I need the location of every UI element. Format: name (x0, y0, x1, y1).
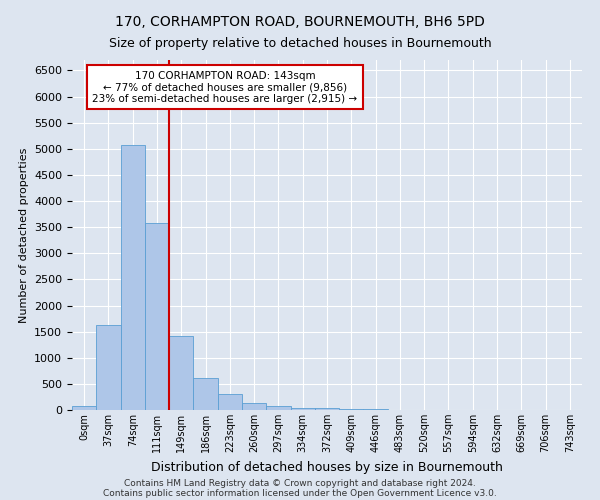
Bar (72, 406, 96, 410)
Bar (145, 223, 169, 410)
Bar (339, 409, 364, 410)
Bar (315, 408, 339, 410)
Bar (266, 406, 290, 410)
Bar (169, 336, 193, 410)
Y-axis label: Number of detached properties: Number of detached properties (19, 148, 29, 322)
Text: 170 CORHAMPTON ROAD: 143sqm
← 77% of detached houses are smaller (9,856)
23% of : 170 CORHAMPTON ROAD: 143sqm ← 77% of det… (92, 70, 358, 104)
Text: Contains HM Land Registry data © Crown copyright and database right 2024.: Contains HM Land Registry data © Crown c… (124, 478, 476, 488)
Text: Contains public sector information licensed under the Open Government Licence v3: Contains public sector information licen… (103, 488, 497, 498)
Bar (242, 403, 266, 410)
Text: Size of property relative to detached houses in Bournemouth: Size of property relative to detached ho… (109, 38, 491, 51)
Bar (218, 394, 242, 410)
X-axis label: Distribution of detached houses by size in Bournemouth: Distribution of detached houses by size … (151, 460, 503, 473)
Bar (193, 378, 218, 410)
Bar (96, 326, 121, 410)
Bar (290, 408, 315, 410)
Bar (121, 144, 145, 410)
Text: 170, CORHAMPTON ROAD, BOURNEMOUTH, BH6 5PD: 170, CORHAMPTON ROAD, BOURNEMOUTH, BH6 5… (115, 15, 485, 29)
